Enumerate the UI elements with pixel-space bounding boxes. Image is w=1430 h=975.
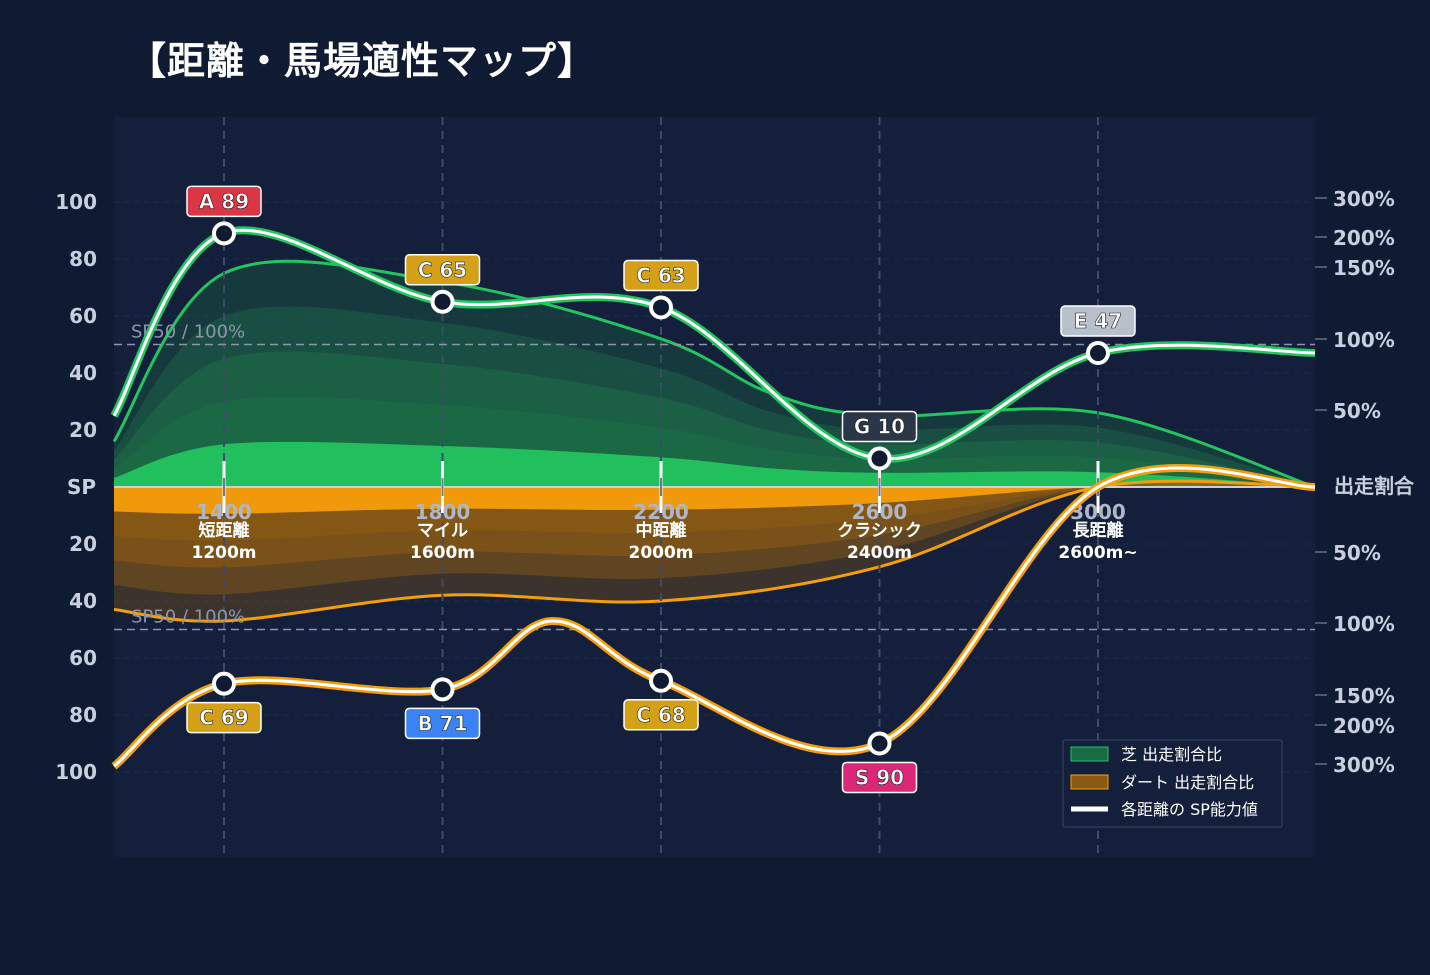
- turf-sp-badge-label: C 63: [636, 263, 685, 287]
- legend-label-turf: 芝 出走割合比: [1121, 745, 1222, 764]
- turf-sp-badge: [623, 259, 699, 292]
- category-distance: 2600m~: [1058, 543, 1137, 563]
- category-name: 短距離: [199, 520, 250, 541]
- category-name: マイル: [417, 521, 468, 541]
- right-tick-lower: 150%: [1333, 684, 1395, 708]
- dirt-sp-marker: [212, 671, 236, 696]
- turf-sp-badge-label: A 89: [199, 189, 249, 213]
- dirt-area-band-5: [114, 485, 1315, 514]
- category-name: 中距離: [636, 520, 687, 541]
- category-distance: 1600m: [410, 543, 475, 563]
- category-distance: 1200m: [191, 543, 256, 563]
- turf-sp-badge-label: C 65: [418, 258, 467, 282]
- turf-sp-marker: [867, 446, 892, 471]
- dirt-sp-badge-label: C 68: [636, 703, 685, 727]
- y-tick-lower: 60: [69, 646, 97, 670]
- dirt-sp-badge-label: C 69: [199, 706, 248, 730]
- turf-sp-marker: [430, 289, 455, 314]
- y-tick-upper: 40: [69, 361, 97, 385]
- dirt-sp-marker: [867, 731, 892, 756]
- dirt-sp-marker: [430, 677, 455, 702]
- dirt-sp-badge-label: B 71: [417, 711, 467, 735]
- x-tick-label: 2600: [852, 500, 908, 524]
- legend: 芝 出走割合比 ダート 出走割合比 各距離の SP能力値: [1062, 739, 1283, 828]
- y-tick-upper: 20: [69, 418, 97, 442]
- grid-lines: [114, 201, 1315, 773]
- y-tick-lower: 100: [55, 760, 97, 784]
- dirt-sp-badge: [841, 761, 918, 794]
- turf-area-outline: [112, 259, 1316, 489]
- legend-label-sp: 各距離の SP能力値: [1121, 800, 1258, 819]
- dirt-sp-badge-label: S 90: [855, 766, 904, 790]
- turf-sp-marker: [1086, 341, 1110, 366]
- legend-label-dirt: ダート 出走割合比: [1121, 773, 1254, 792]
- dirt-sp-badge: [186, 701, 262, 734]
- right-tick-upper: 100%: [1333, 328, 1395, 352]
- turf-area: [112, 259, 1316, 489]
- category-lines: 短距離1200mマイル1600m中距離2000mクラシック2400m長距離260…: [114, 117, 1315, 857]
- turf-sp-badge-label: E 47: [1074, 309, 1122, 333]
- reference-label: SP50 / 100%: [131, 322, 245, 343]
- legend-swatch-turf: [1070, 746, 1109, 762]
- turf-area-band-5: [114, 441, 1315, 487]
- x-tick-label: 1800: [415, 500, 471, 524]
- y-axis-center-label: SP: [67, 475, 96, 499]
- legend-swatch-dirt: [1070, 774, 1109, 790]
- chart-title: 【距離・馬場適性マップ】: [128, 39, 597, 83]
- right-tick-lower: 50%: [1333, 541, 1381, 565]
- right-axis-center-label: 出走割合: [1334, 474, 1415, 498]
- dirt-sp-line: [113, 466, 1316, 768]
- right-tick-upper: 150%: [1333, 256, 1395, 280]
- right-tick-lower: 300%: [1333, 753, 1395, 777]
- y-tick-lower: 80: [69, 703, 97, 727]
- category-name: クラシック: [837, 521, 922, 541]
- turf-sp-badge: [186, 185, 262, 218]
- y-tick-lower: 20: [69, 532, 97, 556]
- turf-sp-badge: [841, 410, 918, 443]
- turf-sp-marker: [212, 221, 236, 246]
- axis-labels: SP 20 20 40 40 60 60 80 80 100 100 300% 200% 150% 100%…: [55, 187, 1415, 784]
- y-tick-upper: 80: [69, 247, 97, 271]
- dirt-sp-marker: [649, 668, 673, 693]
- sp-markers: A 89 C 65 C 63 G 10 E 47 C 69 B 71 C 68 S 90: [186, 185, 1136, 794]
- y-tick-lower: 40: [69, 589, 97, 613]
- right-tick-upper: 200%: [1333, 226, 1395, 250]
- legend-box: [1062, 739, 1283, 828]
- y-tick-upper: 60: [69, 304, 97, 328]
- reference-label: SP50 / 100%: [131, 607, 245, 628]
- x-tick-label: 1400: [196, 500, 252, 524]
- dirt-sp-badge: [404, 707, 481, 740]
- category-distance: 2000m: [628, 543, 693, 563]
- dirt-sp-badge: [623, 699, 699, 731]
- right-tick-lower: 200%: [1333, 714, 1395, 738]
- category-distance: 2400m: [847, 543, 912, 563]
- turf-sp-badge: [404, 254, 481, 286]
- right-tick-lower: 100%: [1333, 612, 1395, 636]
- dirt-area: [113, 479, 1316, 623]
- right-tick-upper: 300%: [1333, 187, 1395, 211]
- x-tick-label: 2200: [633, 500, 689, 524]
- category-name: 長距離: [1073, 520, 1124, 541]
- right-tick-upper: 50%: [1333, 399, 1381, 423]
- y-tick-upper: 100: [55, 190, 97, 214]
- turf-sp-badge-label: G 10: [854, 415, 905, 439]
- turf-sp-marker: [649, 295, 673, 320]
- turf-sp-badge: [1060, 305, 1136, 337]
